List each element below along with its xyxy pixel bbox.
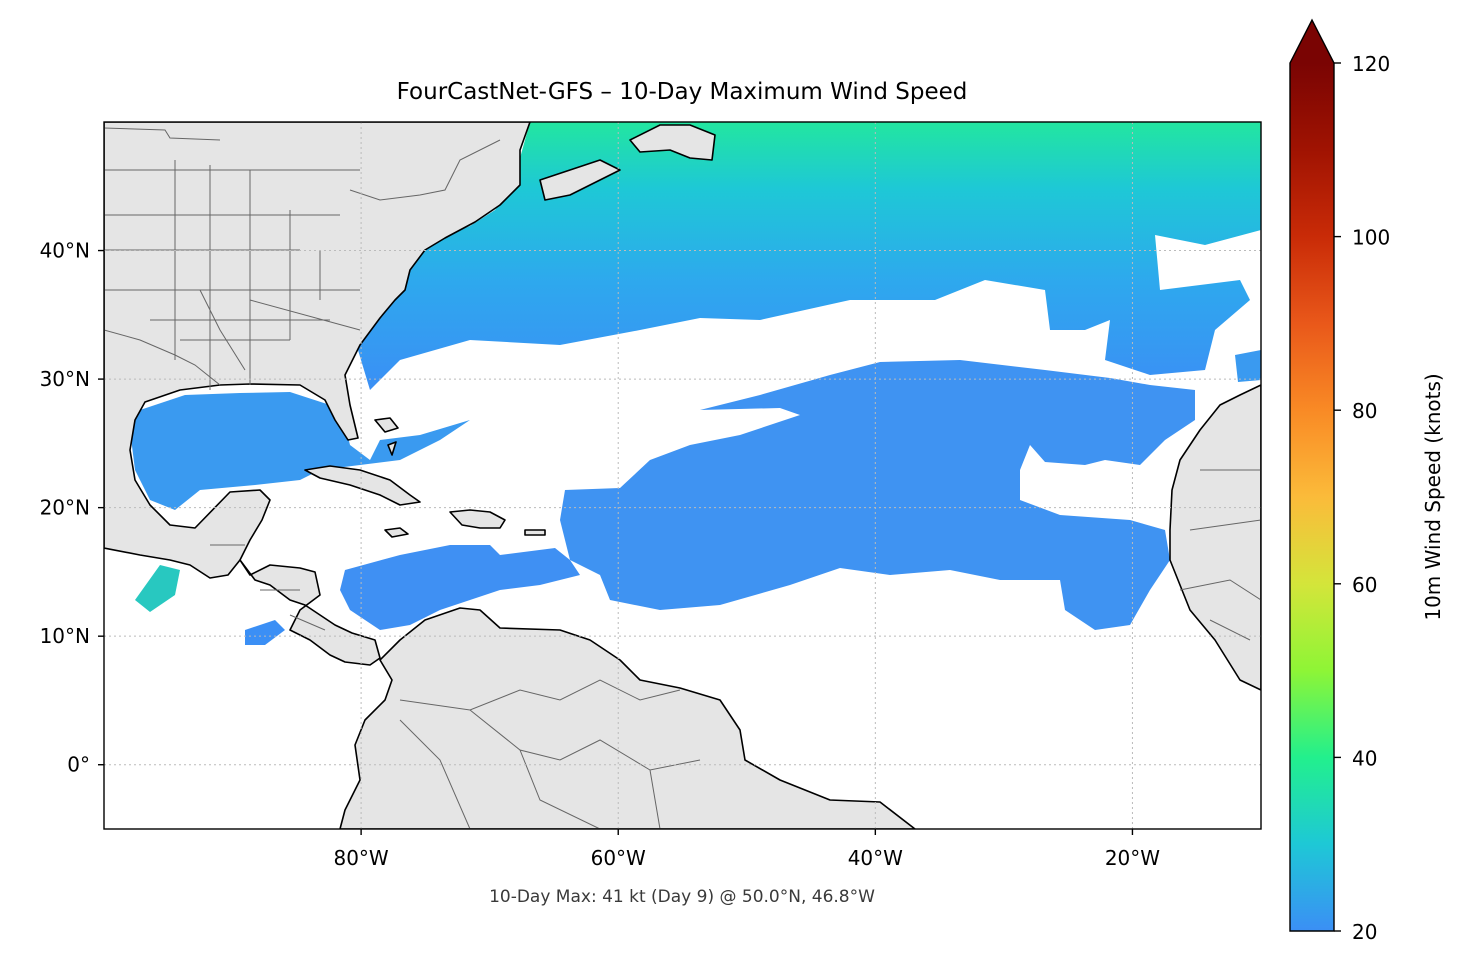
colorbar-tick-label: 80: [1352, 399, 1377, 423]
y-tick-label: 40°N: [40, 239, 90, 263]
x-axis: 80°W 60°W 40°W 20°W: [333, 829, 1160, 870]
central-america: [239, 559, 381, 666]
colorbar-tick-label: 40: [1352, 746, 1377, 770]
colorbar-tick-label: 100: [1352, 226, 1390, 250]
map-area: [104, 122, 1261, 829]
y-tick-label: 20°N: [40, 496, 90, 520]
x-tick-label: 20°W: [1105, 846, 1160, 870]
wind-region-mid-atlantic: [560, 360, 1195, 630]
central-america-borders: [210, 544, 326, 631]
colorbar-ticks: 120 100 80 60 40 20: [1334, 52, 1390, 944]
colorbar-bar: [1290, 63, 1334, 931]
wind-region-caribbean: [340, 545, 580, 630]
bahamas: [374, 417, 399, 456]
max-wind-caption: 10-Day Max: 41 kt (Day 9) @ 50.0°N, 46.8…: [489, 887, 875, 907]
us-canada-border: [104, 127, 501, 201]
colorbar-extend-max-arrow: [1290, 20, 1334, 63]
wind-region-pacific-south: [245, 620, 285, 645]
newfoundland: [629, 124, 716, 161]
x-tick-label: 60°W: [591, 846, 646, 870]
colorbar-tick-label: 20: [1352, 920, 1377, 944]
mexico-border: [104, 329, 221, 386]
x-tick-label: 80°W: [333, 846, 388, 870]
hispaniola: [449, 509, 506, 529]
south-america-borders: [399, 679, 701, 829]
west-africa: [1169, 384, 1261, 691]
colorbar-tick-label: 60: [1352, 573, 1377, 597]
map-frame: [103, 121, 1262, 830]
us-state-borders: [104, 160, 361, 390]
y-tick-label: 30°N: [40, 367, 90, 391]
wind-region-canaries: [1235, 350, 1261, 382]
puerto-rico: [524, 529, 546, 536]
colorbar-outline: [1289, 18, 1335, 932]
y-tick-label: 10°N: [40, 624, 90, 648]
y-axis: 40°N 30°N 20°N 10°N 0°: [40, 239, 104, 777]
africa-borders: [1179, 469, 1261, 641]
jamaica: [384, 527, 409, 538]
y-tick-label: 0°: [67, 753, 90, 777]
map-title: FourCastNet-GFS – 10-Day Maximum Wind Sp…: [397, 79, 968, 105]
wind-region-gulf-of-mexico: [130, 392, 485, 510]
colorbar-tick-label: 120: [1352, 52, 1390, 76]
country-borders: [104, 127, 1261, 829]
colorbar-label: 10m Wind Speed (knots): [1421, 373, 1445, 620]
south-america: [339, 607, 916, 829]
wind-region-pacific: [135, 565, 180, 612]
cuba: [304, 465, 421, 506]
colorbar: 120 100 80 60 40 20 10m Wind Speed (knots): [1289, 18, 1445, 944]
x-tick-label: 40°W: [848, 846, 903, 870]
nova-scotia: [539, 159, 621, 201]
